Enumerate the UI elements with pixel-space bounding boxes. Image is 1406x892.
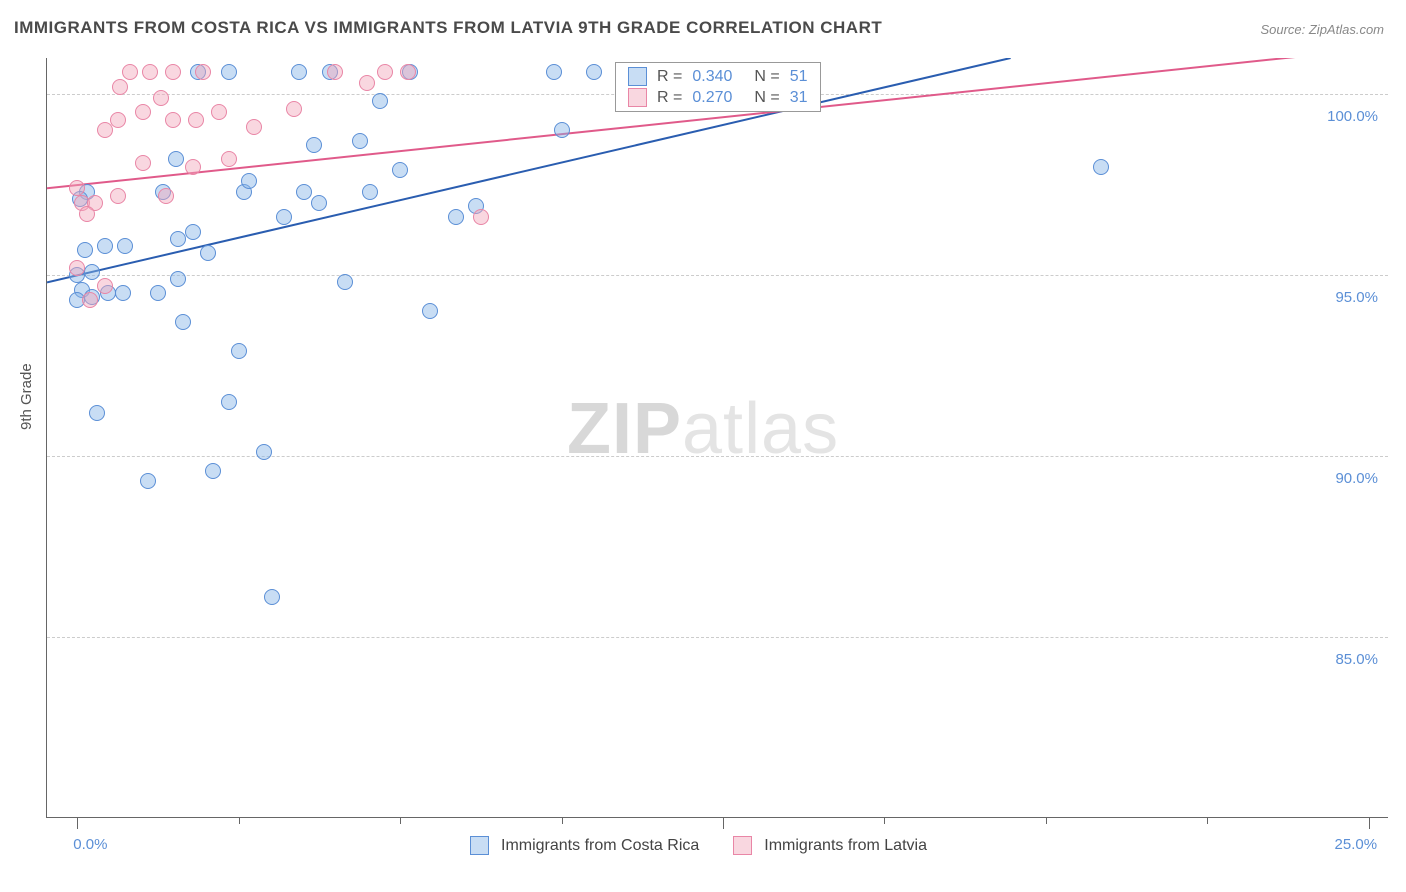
point-latvia — [153, 90, 169, 106]
point-costa-rica — [84, 264, 100, 280]
point-costa-rica — [170, 271, 186, 287]
point-costa-rica — [170, 231, 186, 247]
point-latvia — [377, 64, 393, 80]
point-latvia — [165, 112, 181, 128]
legend-n-value: 31 — [790, 89, 808, 107]
point-latvia — [327, 64, 343, 80]
point-costa-rica — [185, 224, 201, 240]
point-latvia — [473, 209, 489, 225]
point-costa-rica — [352, 133, 368, 149]
legend-swatch — [628, 67, 647, 86]
point-costa-rica — [231, 343, 247, 359]
point-latvia — [195, 64, 211, 80]
point-latvia — [112, 79, 128, 95]
legend-swatch — [470, 836, 489, 855]
x-tick — [1369, 817, 1370, 829]
point-latvia — [185, 159, 201, 175]
point-costa-rica — [448, 209, 464, 225]
point-costa-rica — [392, 162, 408, 178]
point-costa-rica — [205, 463, 221, 479]
point-latvia — [122, 64, 138, 80]
point-costa-rica — [256, 444, 272, 460]
point-costa-rica — [372, 93, 388, 109]
legend-r-value: 0.340 — [692, 68, 732, 86]
legend-row: R = 0.340 N = 51 — [616, 66, 820, 87]
point-costa-rica — [276, 209, 292, 225]
point-costa-rica — [337, 274, 353, 290]
point-costa-rica — [117, 238, 133, 254]
point-costa-rica — [168, 151, 184, 167]
legend-row: R = 0.270 N = 31 — [616, 87, 820, 108]
point-latvia — [400, 64, 416, 80]
point-costa-rica — [554, 122, 570, 138]
legend-n-value: 51 — [790, 68, 808, 86]
x-tick — [1207, 817, 1208, 824]
point-costa-rica — [77, 242, 93, 258]
point-latvia — [135, 104, 151, 120]
point-costa-rica — [296, 184, 312, 200]
point-latvia — [158, 188, 174, 204]
trend-lines — [47, 58, 1389, 818]
point-costa-rica — [97, 238, 113, 254]
point-costa-rica — [140, 473, 156, 489]
legend-swatch — [733, 836, 752, 855]
chart-container: IMMIGRANTS FROM COSTA RICA VS IMMIGRANTS… — [0, 0, 1406, 892]
chart-title: IMMIGRANTS FROM COSTA RICA VS IMMIGRANTS… — [14, 18, 882, 38]
point-latvia — [221, 151, 237, 167]
point-latvia — [211, 104, 227, 120]
point-costa-rica — [291, 64, 307, 80]
point-costa-rica — [175, 314, 191, 330]
series-legend: Immigrants from Costa Rica Immigrants fro… — [470, 836, 949, 855]
y-axis-label: 9th Grade — [18, 363, 35, 430]
point-latvia — [188, 112, 204, 128]
x-tick — [562, 817, 563, 824]
x-tick — [239, 817, 240, 824]
x-tick — [884, 817, 885, 824]
point-costa-rica — [306, 137, 322, 153]
point-costa-rica — [264, 589, 280, 605]
point-costa-rica — [422, 303, 438, 319]
legend-r-value: 0.270 — [692, 89, 732, 107]
point-latvia — [97, 278, 113, 294]
point-latvia — [165, 64, 181, 80]
x-tick — [77, 817, 78, 829]
correlation-legend: R = 0.340 N = 51 R = 0.270 N = 31 — [615, 62, 821, 112]
point-latvia — [110, 112, 126, 128]
legend-series-name: Immigrants from Costa Rica — [501, 837, 699, 855]
point-costa-rica — [115, 285, 131, 301]
point-latvia — [246, 119, 262, 135]
point-latvia — [82, 292, 98, 308]
point-latvia — [142, 64, 158, 80]
plot-area: ZIPatlas 100.0%95.0%90.0%85.0%0.0%25.0%R… — [46, 58, 1388, 818]
point-costa-rica — [150, 285, 166, 301]
legend-n-label: N = — [754, 89, 779, 107]
point-latvia — [110, 188, 126, 204]
point-costa-rica — [1093, 159, 1109, 175]
x-tick-label: 25.0% — [1335, 836, 1378, 853]
point-costa-rica — [221, 394, 237, 410]
point-costa-rica — [221, 64, 237, 80]
x-tick — [400, 817, 401, 824]
x-tick — [723, 817, 724, 829]
legend-series-name: Immigrants from Latvia — [764, 837, 927, 855]
point-latvia — [135, 155, 151, 171]
point-latvia — [79, 206, 95, 222]
point-latvia — [69, 260, 85, 276]
point-costa-rica — [546, 64, 562, 80]
legend-r-label: R = — [657, 68, 682, 86]
point-latvia — [359, 75, 375, 91]
source-label: Source: ZipAtlas.com — [1260, 22, 1384, 37]
x-tick-label: 0.0% — [73, 836, 107, 853]
point-latvia — [286, 101, 302, 117]
legend-swatch — [628, 88, 647, 107]
point-costa-rica — [200, 245, 216, 261]
point-costa-rica — [362, 184, 378, 200]
point-costa-rica — [241, 173, 257, 189]
point-costa-rica — [586, 64, 602, 80]
legend-r-label: R = — [657, 89, 682, 107]
x-tick — [1046, 817, 1047, 824]
point-costa-rica — [311, 195, 327, 211]
legend-n-label: N = — [754, 68, 779, 86]
point-costa-rica — [89, 405, 105, 421]
